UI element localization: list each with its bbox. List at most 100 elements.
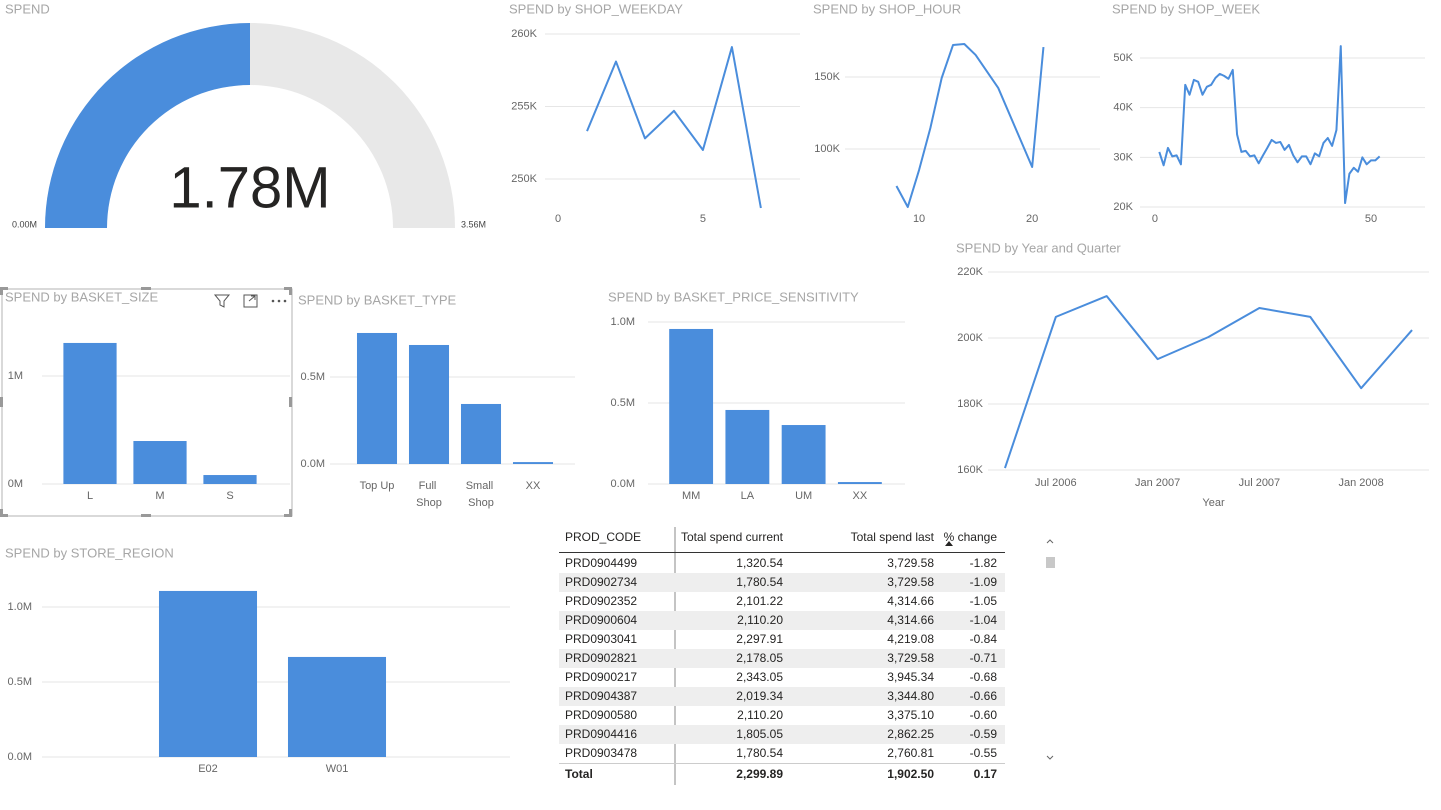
x-tick-label: 0 [555, 213, 561, 225]
x-tick-label: XX [853, 490, 868, 502]
bar [512, 462, 554, 464]
table-row: PRD0904387 2,019.34 3,344.80 -0.66 [559, 687, 1005, 706]
gauge-max: 3.56M [461, 219, 486, 229]
x-tick-label: Jul 2006 [1035, 477, 1077, 489]
table-cell: PRD0902352 [565, 594, 638, 608]
bar [203, 475, 257, 484]
table-cell: -0.66 [969, 689, 997, 703]
column-header[interactable]: Total spend last [850, 530, 934, 544]
x-tick-label: Jan 2008 [1339, 477, 1384, 489]
x-tick-label: E02 [198, 763, 218, 775]
bar [781, 425, 826, 484]
y-tick-label: 0.5M [301, 371, 325, 383]
column-header[interactable]: % change [943, 530, 997, 544]
x-tick-label: UM [795, 490, 812, 502]
y-tick-label: 40K [1113, 102, 1133, 114]
table-cell: 0.17 [973, 767, 997, 781]
sort-indicator[interactable] [945, 541, 953, 546]
table-cell: 3,729.58 [887, 575, 934, 589]
gauge-value: 1.78M [169, 155, 330, 220]
table-row: PRD0903041 2,297.91 4,219.08 -0.84 [559, 630, 1005, 649]
chart-title: SPEND by SHOP_WEEK [1112, 1, 1260, 16]
table-cell: 2,019.34 [736, 689, 783, 703]
bar [287, 656, 387, 757]
table-row: PRD0900604 2,110.20 4,314.66 -1.04 [559, 611, 1005, 630]
column-header[interactable]: PROD_CODE [565, 530, 642, 544]
x-tick-label: LA [741, 490, 755, 502]
table-row: PRD0900217 2,343.05 3,945.34 -0.68 [559, 668, 1005, 687]
table-cell: -1.09 [969, 575, 997, 589]
bar [725, 409, 770, 484]
gauge-fill [45, 23, 250, 228]
table-cell: -0.84 [969, 632, 997, 646]
table-cell: 4,314.66 [887, 613, 934, 627]
chart-title: SPEND [5, 1, 50, 16]
table-cell: -0.55 [969, 746, 997, 760]
chart-title: SPEND by BASKET_PRICE_SENSITIVITY [608, 289, 859, 304]
y-tick-label: 160K [957, 464, 983, 476]
table-cell: -0.68 [969, 670, 997, 684]
y-tick-label: 30K [1113, 151, 1133, 163]
y-tick-label: 1M [8, 370, 23, 382]
table-row: PRD0902821 2,178.05 3,729.58 -0.71 [559, 649, 1005, 668]
table-row: PRD0903478 1,780.54 2,760.81 -0.55 [559, 744, 1005, 763]
x-tick-label: Full Shop [416, 480, 442, 509]
table-cell: 2,760.81 [887, 746, 934, 760]
total-row: Total 2,299.89 1,902.50 0.17 [559, 763, 1005, 785]
x-tick-label: MM [682, 490, 700, 502]
chart-title: SPEND by BASKET_SIZE [5, 289, 158, 304]
table-cell: 3,344.80 [887, 689, 934, 703]
y-tick-label: 150K [814, 71, 840, 83]
table-cell: 2,343.05 [736, 670, 783, 684]
bar [356, 332, 398, 464]
bar [133, 441, 187, 484]
x-tick-label: Small Shop [466, 480, 497, 509]
x-tick-label: W01 [326, 763, 349, 775]
x-tick-label: L [87, 490, 93, 502]
scroll-down[interactable] [1046, 755, 1054, 760]
table-cell: 3,375.10 [887, 708, 934, 722]
y-tick-label: 100K [814, 143, 840, 155]
scrollbar[interactable] [1045, 527, 1056, 772]
x-tick-label: S [226, 490, 233, 502]
table-row: PRD0904499 1,320.54 3,729.58 -1.82 [559, 554, 1005, 573]
y-tick-label: 1.0M [8, 601, 32, 613]
table-cell: PRD0904387 [565, 689, 638, 703]
table-cell: 1,902.50 [887, 767, 934, 781]
chart-title: SPEND by Year and Quarter [956, 240, 1121, 255]
x-tick-label: XX [526, 480, 541, 492]
table-cell: PRD0902821 [565, 651, 638, 665]
y-tick-label: 0.5M [611, 397, 635, 409]
y-tick-label: 0.0M [301, 458, 325, 470]
x-tick-label: Top Up [360, 480, 395, 492]
y-tick-label: 20K [1113, 201, 1133, 213]
scroll-thumb[interactable] [1046, 557, 1055, 568]
x-tick-label: 20 [1026, 213, 1038, 225]
bar [408, 344, 450, 464]
table-cell: 3,729.58 [887, 651, 934, 665]
table-cell: 1,780.54 [736, 746, 783, 760]
table-cell: PRD0904416 [565, 727, 638, 741]
more-options-icon[interactable] [271, 299, 287, 303]
chart-title: SPEND by SHOP_WEEKDAY [509, 1, 683, 16]
scroll-up[interactable] [1046, 539, 1054, 544]
filter-icon[interactable] [213, 294, 231, 308]
y-tick-label: 255K [511, 100, 537, 112]
y-tick-label: 0M [8, 478, 23, 490]
x-tick-label: 5 [700, 213, 706, 225]
bar [460, 403, 502, 464]
table-cell: 1,320.54 [736, 556, 783, 570]
line [586, 46, 762, 209]
table-cell: 2,299.89 [736, 767, 783, 781]
table-cell: 2,101.22 [736, 594, 783, 608]
y-tick-label: 0.5M [8, 676, 32, 688]
table-row: PRD0904416 1,805.05 2,862.25 -0.59 [559, 725, 1005, 744]
focus-mode-icon[interactable] [243, 294, 258, 308]
line [1004, 295, 1413, 469]
y-tick-label: 0.0M [611, 478, 635, 490]
column-header[interactable]: Total spend current [680, 530, 783, 544]
x-tick-label: 0 [1152, 213, 1158, 225]
y-tick-label: 200K [957, 332, 983, 344]
